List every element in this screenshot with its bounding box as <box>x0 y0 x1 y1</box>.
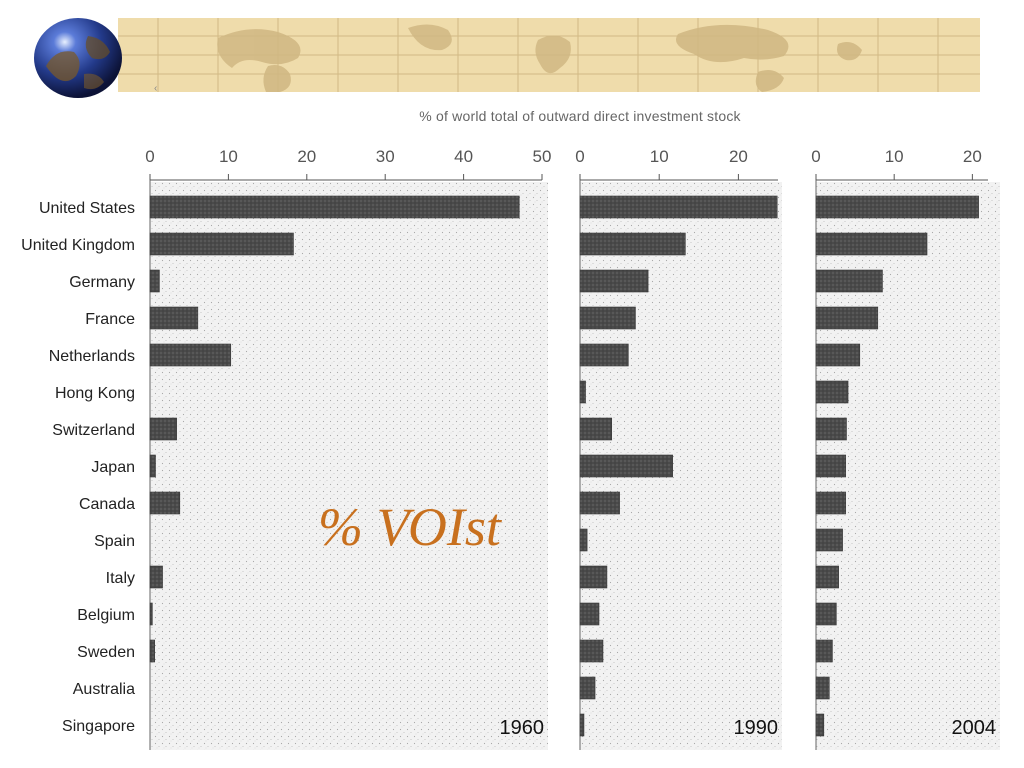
bar-1990-canada <box>579 491 620 515</box>
category-label-australia: Australia <box>73 681 135 698</box>
tick-label-2004-10: 10 <box>885 147 904 166</box>
tick-label-2004-0: 0 <box>811 147 820 166</box>
bar-1990-germany <box>579 269 649 293</box>
tick-label-1990-0: 0 <box>575 147 584 166</box>
category-label-singapore: Singapore <box>62 718 135 735</box>
tick-label-1960-0: 0 <box>145 147 154 166</box>
bar-1990-japan <box>579 454 673 478</box>
tick-label-1960-50: 50 <box>533 147 552 166</box>
bar-2004-france <box>815 306 879 330</box>
bar-1990-italy <box>579 565 608 589</box>
globe-icon <box>32 16 124 100</box>
bar-1990-australia <box>579 676 596 700</box>
category-label-hong-kong: Hong Kong <box>55 385 135 402</box>
bar-1990-sweden <box>579 639 604 663</box>
bar-2004-netherlands <box>815 343 861 367</box>
tick-label-1960-10: 10 <box>219 147 238 166</box>
overlay-annotation: % VOIst <box>318 497 501 557</box>
bar-1990-belgium <box>579 602 600 626</box>
bar-2004-hong-kong <box>815 380 849 404</box>
bar-2004-singapore <box>815 713 825 737</box>
category-label-switzerland: Switzerland <box>52 422 135 439</box>
bar-1960-germany <box>149 269 160 293</box>
tick-label-1990-10: 10 <box>650 147 669 166</box>
panel-label-2004: 2004 <box>952 717 997 739</box>
bar-1990-united-kingdom <box>579 232 686 256</box>
bar-1990-spain <box>579 528 588 552</box>
decorative-mark: ‹ <box>154 83 158 94</box>
bar-1960-united-kingdom <box>149 232 294 256</box>
tick-label-2004-20: 20 <box>963 147 982 166</box>
category-label-france: France <box>85 311 135 328</box>
bar-1990-united-states <box>579 195 778 219</box>
bar-1960-canada <box>149 491 181 515</box>
category-label-sweden: Sweden <box>77 644 135 661</box>
category-label-japan: Japan <box>91 459 135 476</box>
tick-label-1990-20: 20 <box>729 147 748 166</box>
bar-1960-belgium <box>149 602 153 626</box>
category-label-united-states: United States <box>39 200 135 217</box>
bar-2004-canada <box>815 491 847 515</box>
category-label-netherlands: Netherlands <box>49 348 135 365</box>
tick-label-1960-20: 20 <box>297 147 316 166</box>
chart-supertitle: % of world total of outward direct inves… <box>419 108 741 124</box>
bar-1990-netherlands <box>579 343 629 367</box>
tick-label-1960-30: 30 <box>376 147 395 166</box>
bar-1960-japan <box>149 454 156 478</box>
bar-1990-switzerland <box>579 417 612 441</box>
bar-2004-switzerland <box>815 417 847 441</box>
bar-1960-sweden <box>149 639 156 663</box>
bar-1990-hong-kong <box>579 380 586 404</box>
panel-label-1960: 1960 <box>500 717 545 739</box>
bar-1960-netherlands <box>149 343 232 367</box>
category-label-italy: Italy <box>106 570 135 587</box>
bar-2004-united-kingdom <box>815 232 928 256</box>
tick-label-1960-40: 40 <box>454 147 473 166</box>
category-label-united-kingdom: United Kingdom <box>21 237 135 254</box>
category-label-germany: Germany <box>69 274 135 291</box>
category-label-belgium: Belgium <box>77 607 135 624</box>
bar-2004-spain <box>815 528 843 552</box>
bar-1960-france <box>149 306 199 330</box>
world-map-banner <box>118 18 980 92</box>
category-label-canada: Canada <box>79 496 135 513</box>
bar-1960-switzerland <box>149 417 177 441</box>
bar-2004-germany <box>815 269 883 293</box>
bar-2004-belgium <box>815 602 837 626</box>
bar-2004-australia <box>815 676 830 700</box>
bar-2004-sweden <box>815 639 833 663</box>
bar-1960-italy <box>149 565 163 589</box>
bar-1960-united-states <box>149 195 520 219</box>
bar-1990-france <box>579 306 636 330</box>
bar-1990-singapore <box>579 713 585 737</box>
bar-2004-united-states <box>815 195 979 219</box>
category-label-spain: Spain <box>94 533 135 550</box>
bar-2004-italy <box>815 565 839 589</box>
bar-2004-japan <box>815 454 847 478</box>
panel-background-1960 <box>150 182 548 750</box>
panel-label-1990: 1990 <box>734 717 779 739</box>
